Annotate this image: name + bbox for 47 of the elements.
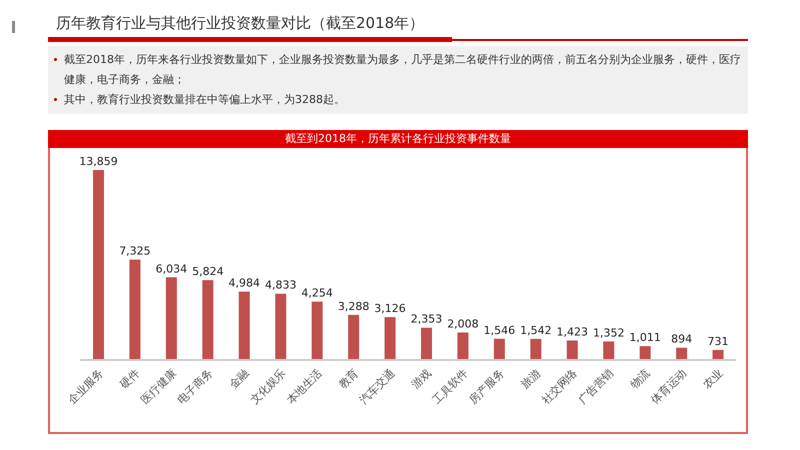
x-tick-label: 农业 bbox=[700, 366, 726, 392]
bar bbox=[275, 294, 286, 360]
data-label: 1,542 bbox=[520, 324, 552, 337]
bar bbox=[238, 292, 250, 360]
bar bbox=[348, 314, 360, 360]
x-tick-label: 物流 bbox=[628, 366, 653, 392]
x-tick-label: 金融 bbox=[226, 366, 252, 392]
bar bbox=[421, 328, 432, 360]
bar bbox=[202, 280, 214, 360]
data-label: 3,288 bbox=[338, 300, 370, 313]
data-label: 7,325 bbox=[119, 244, 151, 258]
data-label: 4,833 bbox=[264, 278, 296, 292]
data-label: 2,008 bbox=[447, 317, 479, 330]
bar bbox=[457, 332, 468, 360]
text: 其中，教育行业投资数量排在中等偏上水平，为3288起。 bbox=[64, 92, 346, 108]
bar bbox=[129, 260, 140, 360]
chart-subtitle: 截至到2018年，历年累计各行业投资事件数量 bbox=[48, 130, 748, 148]
data-label: 5,824 bbox=[192, 265, 224, 278]
bar bbox=[494, 338, 505, 360]
data-label: 894 bbox=[671, 332, 692, 346]
bar bbox=[530, 338, 542, 360]
bar bbox=[712, 350, 724, 360]
bar bbox=[384, 317, 396, 360]
data-label: 13,859 bbox=[79, 155, 118, 168]
data-label: 731 bbox=[708, 334, 729, 348]
data-label: 2,353 bbox=[410, 312, 442, 326]
bar bbox=[603, 341, 614, 360]
data-label: 1,546 bbox=[484, 324, 516, 337]
bar bbox=[312, 302, 323, 360]
data-label: 6,034 bbox=[156, 262, 188, 276]
data-label: 4,254 bbox=[301, 286, 333, 300]
data-label: 3,126 bbox=[374, 302, 406, 316]
bar bbox=[166, 277, 177, 360]
data-label: 1,423 bbox=[556, 325, 588, 338]
x-tick-label: 企业服务 bbox=[66, 366, 106, 407]
data-label: 4,984 bbox=[228, 276, 260, 290]
text: 截至2018年，历年来各行业投资数量如下，企业服务投资数量为最多，几乎是第二名硬件行业的两倍，前五名分别为企业服务，硬件，医疗健康，电子商务，金融； bbox=[64, 52, 742, 88]
x-tick-label: 房产服务 bbox=[466, 366, 507, 407]
bar bbox=[676, 348, 688, 360]
data-label: 1,011 bbox=[629, 331, 661, 344]
data-label: 1,352 bbox=[592, 326, 624, 340]
bar bbox=[566, 340, 578, 360]
bar bbox=[640, 346, 651, 360]
x-tick-label: 本地生活 bbox=[284, 366, 325, 407]
bar bbox=[93, 170, 104, 360]
x-tick-label: 游戏 bbox=[409, 366, 434, 392]
chart-title: 历年教育行业与其他行业投资数量对比（截至2018年） bbox=[56, 14, 424, 33]
